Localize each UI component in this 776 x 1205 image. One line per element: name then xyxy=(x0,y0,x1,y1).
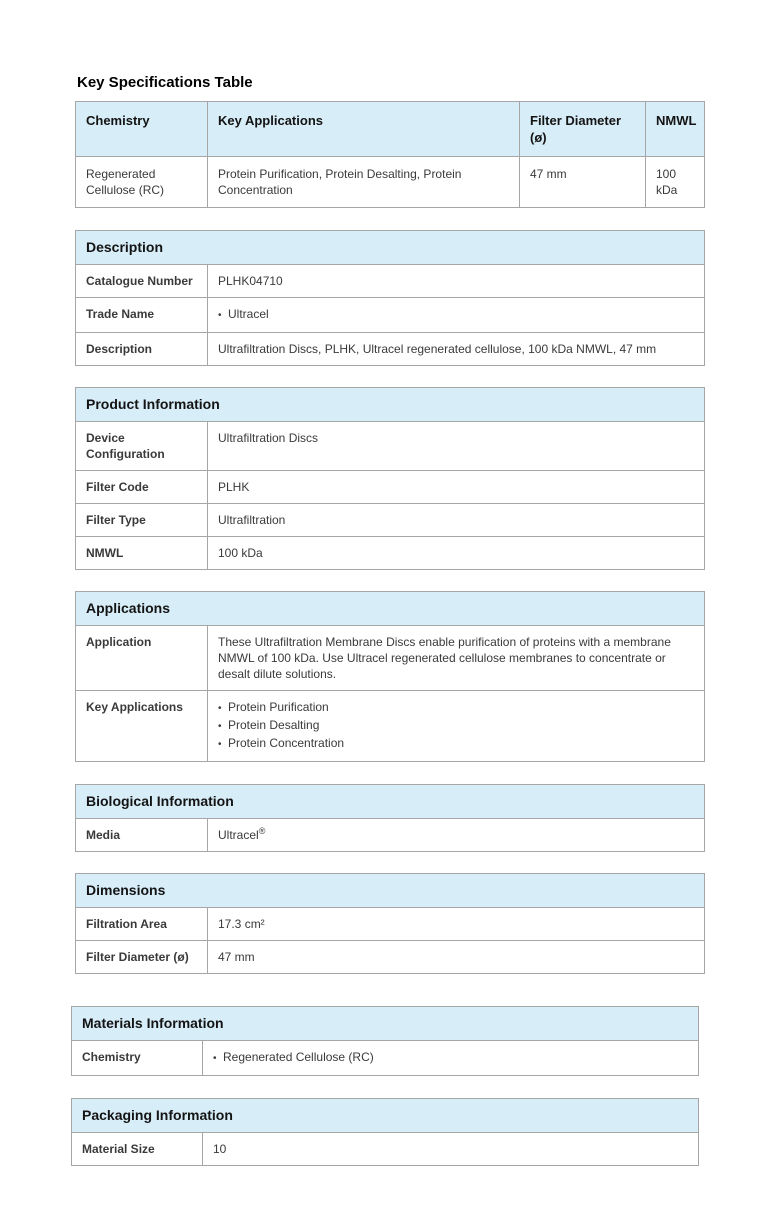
applications-table: Applications Application These Ultrafilt… xyxy=(74,591,706,762)
cell-filter-diameter: 47 mm xyxy=(519,156,646,208)
product-information-table: Product Information Device Configuration… xyxy=(75,387,705,570)
row-label: Application xyxy=(75,625,208,691)
bullet-text: Ultracel xyxy=(228,307,269,321)
table-row: Filter Code PLHK xyxy=(75,470,705,504)
bullet-list-item: Protein Desalting xyxy=(218,717,694,735)
bullet-icon xyxy=(218,701,228,717)
section-title: Packaging Information xyxy=(70,1098,700,1133)
table-row: Trade Name Ultracel xyxy=(75,297,706,333)
section-header-row: Dimensions xyxy=(74,873,706,908)
row-value: Ultracel® xyxy=(207,818,705,852)
row-label: Filter Type xyxy=(75,503,208,537)
bullet-list-item: Protein Purification xyxy=(218,699,694,717)
section-title: Biological Information xyxy=(75,784,705,819)
table-row: NMWL 100 kDa xyxy=(75,536,705,570)
table-row: Filter Type Ultrafiltration xyxy=(75,503,705,537)
bullet-text: Protein Desalting xyxy=(228,718,320,732)
row-value: Ultrafiltration Discs xyxy=(207,421,705,471)
bullet-list-item: Protein Concentration xyxy=(218,735,694,753)
biological-information-table: Biological Information Media Ultracel® xyxy=(75,784,705,852)
row-value: Ultrafiltration xyxy=(207,503,705,537)
table-row: Application These Ultrafiltration Membra… xyxy=(75,625,706,691)
row-value: Protein Purification Protein Desalting P… xyxy=(206,690,706,762)
row-value: Regenerated Cellulose (RC) xyxy=(202,1040,699,1076)
registered-trademark-symbol: ® xyxy=(258,826,266,836)
bullet-icon xyxy=(218,737,228,753)
section-header-row: Product Information xyxy=(75,387,705,422)
bullet-icon xyxy=(218,308,228,324)
bullet-text: Protein Purification xyxy=(228,700,329,714)
key-specifications-table: Chemistry Key Applications Filter Diamet… xyxy=(75,101,705,208)
section-header-row: Packaging Information xyxy=(70,1098,700,1133)
bullet-text: Protein Concentration xyxy=(228,736,345,750)
bullet-list-item: Regenerated Cellulose (RC) xyxy=(213,1049,688,1067)
table-row: Description Ultrafiltration Discs, PLHK,… xyxy=(75,332,706,366)
table-row: Catalogue Number PLHK04710 xyxy=(75,264,706,298)
cell-nmwl: 100 kDa xyxy=(645,156,705,208)
row-label: Key Applications xyxy=(75,690,208,762)
table-row: Chemistry Regenerated Cellulose (RC) xyxy=(71,1040,699,1076)
table-row: Material Size 10 xyxy=(71,1132,700,1166)
cell-key-applications: Protein Purification, Protein Desalting,… xyxy=(207,156,520,208)
row-value: 17.3 cm² xyxy=(206,907,706,941)
materials-information-table: Materials Information Chemistry Regenera… xyxy=(71,1006,699,1076)
packaging-information-table: Packaging Information Material Size 10 xyxy=(70,1098,700,1166)
table-row: Filtration Area 17.3 cm² xyxy=(75,907,706,941)
row-label: Filtration Area xyxy=(75,907,208,941)
section-header-row: Materials Information xyxy=(71,1006,699,1041)
section-title: Description xyxy=(74,230,706,265)
table-row: Filter Diameter (ø) 47 mm xyxy=(75,940,706,974)
row-label: Chemistry xyxy=(71,1040,203,1076)
cell-chemistry: Regenerated Cellulose (RC) xyxy=(75,156,208,208)
row-label: Media xyxy=(75,818,208,852)
section-title: Materials Information xyxy=(71,1006,699,1041)
row-label: Device Configuration xyxy=(75,421,208,471)
table-row: Device Configuration Ultrafiltration Dis… xyxy=(75,421,705,471)
row-label: Catalogue Number xyxy=(75,264,208,298)
bullet-text: Regenerated Cellulose (RC) xyxy=(223,1050,374,1064)
column-header-nmwl: NMWL xyxy=(645,101,705,157)
section-header-row: Applications xyxy=(74,591,706,626)
row-value: 10 xyxy=(201,1132,700,1166)
row-value: These Ultrafiltration Membrane Discs ena… xyxy=(206,625,706,691)
table-row: Media Ultracel® xyxy=(75,818,705,852)
description-table: Description Catalogue Number PLHK04710 T… xyxy=(74,230,706,366)
row-label: Filter Diameter (ø) xyxy=(75,940,208,974)
dimensions-table: Dimensions Filtration Area 17.3 cm² Filt… xyxy=(74,873,706,974)
row-value: Ultracel xyxy=(206,297,706,333)
table-header-row: Chemistry Key Applications Filter Diamet… xyxy=(75,101,705,157)
table-row: Regenerated Cellulose (RC) Protein Purif… xyxy=(75,156,705,208)
row-label: Description xyxy=(75,332,208,366)
column-header-key-applications: Key Applications xyxy=(207,101,520,157)
page-title: Key Specifications Table xyxy=(77,74,253,91)
column-header-filter-diameter: Filter Diameter (ø) xyxy=(519,101,646,157)
row-value: 100 kDa xyxy=(207,536,705,570)
bullet-icon xyxy=(218,719,228,735)
section-title: Applications xyxy=(74,591,706,626)
row-label: Trade Name xyxy=(75,297,208,333)
bullet-icon xyxy=(213,1051,223,1067)
row-value: PLHK04710 xyxy=(206,264,706,298)
section-header-row: Biological Information xyxy=(75,784,705,819)
row-label: NMWL xyxy=(75,536,208,570)
row-label: Filter Code xyxy=(75,470,208,504)
row-value: 47 mm xyxy=(206,940,706,974)
section-title: Dimensions xyxy=(74,873,706,908)
section-header-row: Description xyxy=(74,230,706,265)
section-title: Product Information xyxy=(75,387,705,422)
row-label: Material Size xyxy=(71,1132,203,1166)
bullet-list-item: Ultracel xyxy=(218,306,694,324)
media-value: Ultracel xyxy=(218,828,259,842)
column-header-chemistry: Chemistry xyxy=(75,101,208,157)
row-value: Ultrafiltration Discs, PLHK, Ultracel re… xyxy=(206,332,706,366)
table-row: Key Applications Protein Purification Pr… xyxy=(75,690,706,762)
row-value: PLHK xyxy=(207,470,705,504)
